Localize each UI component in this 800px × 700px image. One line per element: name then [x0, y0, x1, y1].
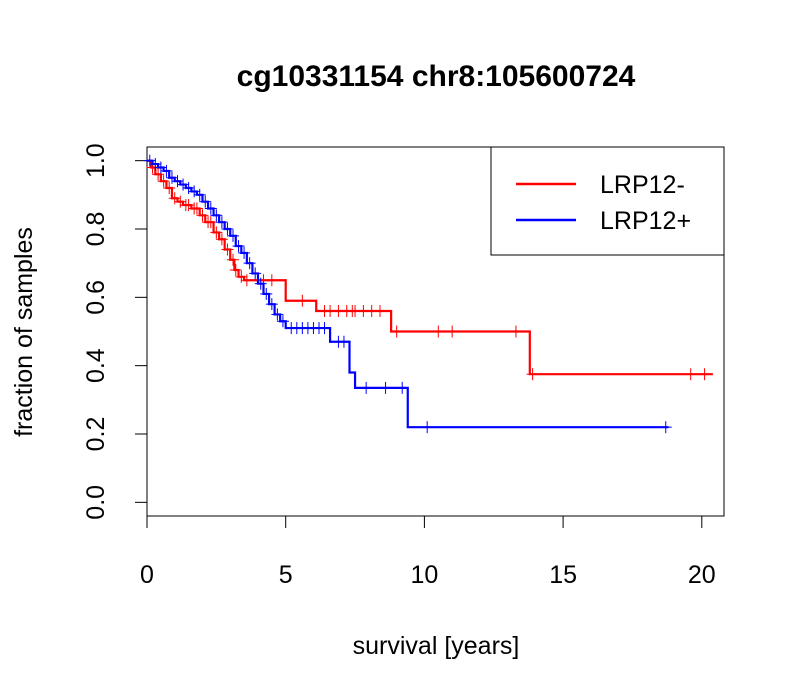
series-layer [143, 154, 713, 434]
legend-box [490, 146, 725, 256]
x-tick-label: 10 [410, 561, 438, 589]
x-tick-label: 15 [549, 561, 577, 589]
x-axis: 0 5 10 15 20 [140, 515, 716, 589]
legend-label-lrp12-minus: LRP12- [600, 171, 685, 199]
survival-curve-lrp12-minus [147, 159, 713, 376]
y-tick-label: 0.2 [82, 417, 110, 452]
y-tick-label: 0.0 [82, 485, 110, 520]
y-tick-label: 1.0 [82, 143, 110, 178]
x-axis-title: survival [years] [353, 632, 520, 660]
x-tick-label: 0 [140, 561, 154, 589]
y-tick-label: 0.8 [82, 212, 110, 247]
legend-label-lrp12-plus: LRP12+ [600, 207, 691, 235]
y-axis: 0.0 0.2 0.4 0.6 0.8 1.0 [82, 143, 148, 520]
legend: LRP12- LRP12+ [490, 146, 725, 256]
x-tick-label: 20 [688, 561, 716, 589]
y-axis-title: fraction of samples [10, 227, 38, 437]
x-tick-label: 5 [279, 561, 293, 589]
survival-curve-lrp12-plus [147, 159, 669, 429]
y-tick-label: 0.6 [82, 280, 110, 315]
chart-title: cg10331154 chr8:105600724 [237, 60, 636, 93]
y-tick-label: 0.4 [82, 348, 110, 383]
